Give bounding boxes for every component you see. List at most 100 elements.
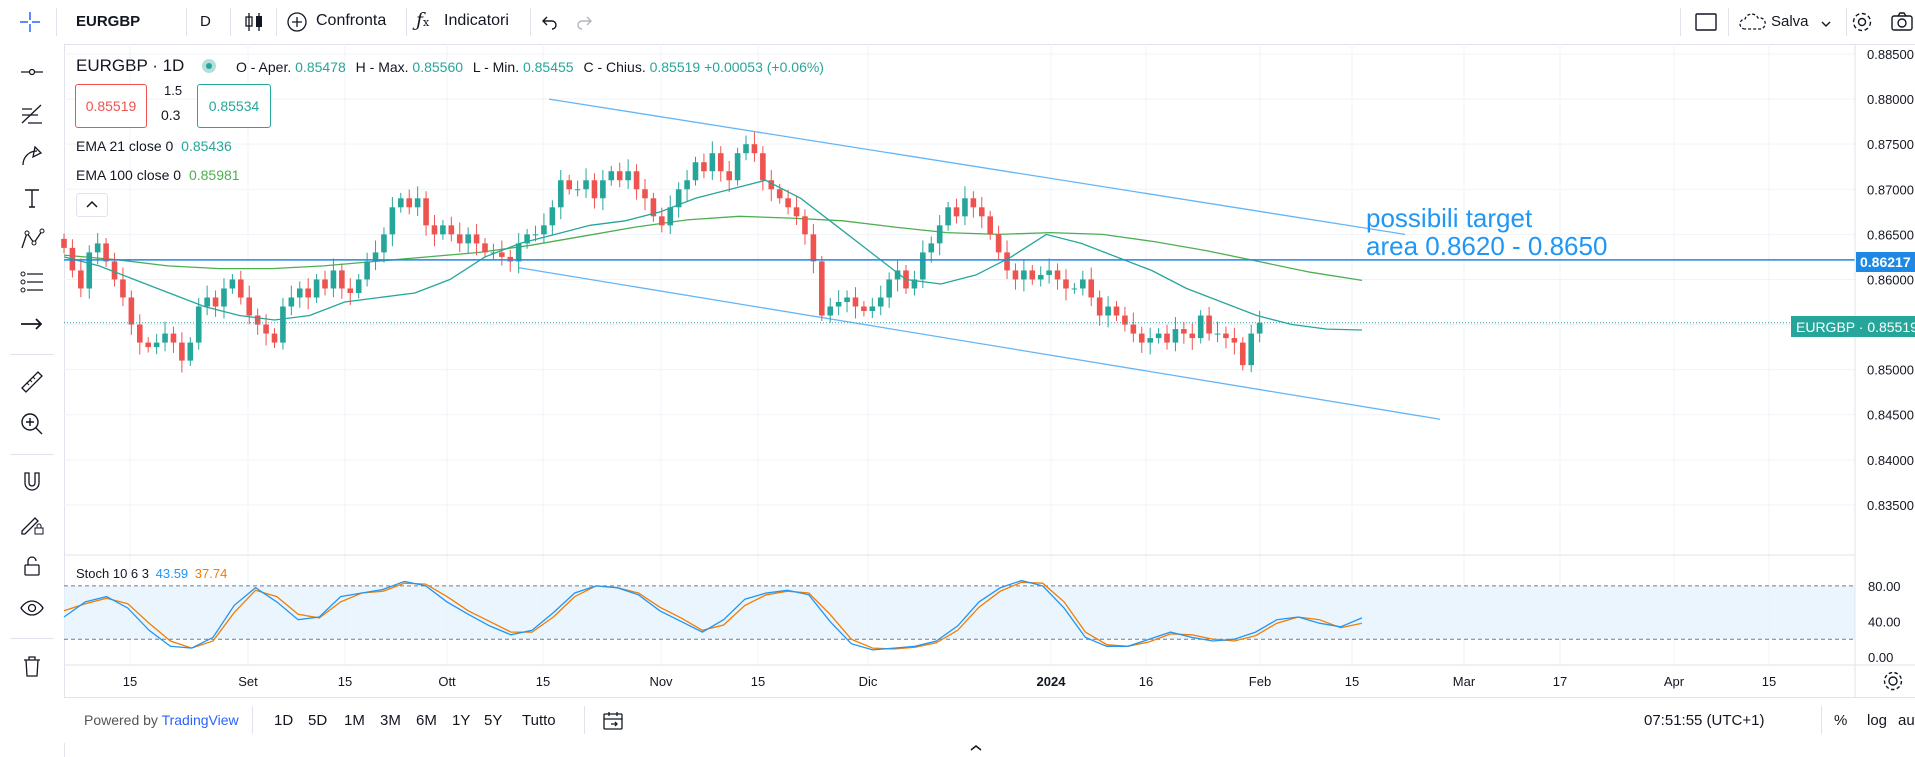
candle-body [280,306,286,343]
ema21-legend[interactable]: EMA 21 close 0 0.85436 [76,138,232,154]
chevron-down-icon[interactable] [1820,16,1832,27]
interval-button[interactable]: D [200,13,211,30]
indicators-fx-icon[interactable]: ƒx [416,9,430,31]
stoch-tick-label: 40.00 [1868,614,1901,629]
candle-body [94,243,101,253]
time-tick-label: Nov [649,674,673,689]
range-button-5d[interactable]: 5D [308,712,328,729]
undo-icon[interactable] [540,12,560,32]
powered-by-text[interactable]: Powered by TradingView [84,712,239,728]
candle-body [339,270,345,289]
candles-chart-type-icon[interactable] [243,11,265,33]
ruler-icon[interactable] [14,364,50,400]
price-tick-label: 0.84000 [1867,453,1914,468]
candle-body [61,238,67,248]
symbol-search-button[interactable]: EURGBP [76,13,141,30]
gear-icon[interactable] [1850,10,1874,34]
candle-body [785,198,791,208]
cloud-save-icon[interactable] [1738,12,1768,32]
candle-body [1189,333,1196,339]
axis-settings-gear-icon[interactable] [1883,671,1903,691]
crosshair-icon[interactable] [20,12,40,32]
lock-icon[interactable] [14,548,50,584]
candle-body [1240,342,1246,366]
candle-body [499,252,505,257]
zoom-in-icon[interactable] [14,406,50,442]
range-button-1y[interactable]: 1Y [452,712,471,729]
compare-button[interactable]: Confronta [316,12,387,29]
candle-body [1214,333,1221,335]
candle-body [221,288,227,307]
lock-drawing-icon[interactable] [14,506,50,542]
candle-body [726,171,732,181]
candle-body [987,216,993,235]
indicators-button[interactable]: Indicatori [444,12,509,29]
redo-icon[interactable] [574,12,594,32]
candle-body [448,225,455,235]
save-button[interactable]: Salva [1771,13,1809,30]
percent-scale-toggle[interactable]: % [1834,712,1848,729]
ema100-legend[interactable]: EMA 100 close 0 0.85981 [76,167,240,183]
candle-body [743,144,749,154]
compare-plus-icon[interactable] [286,11,308,33]
text-tool-icon[interactable] [14,180,50,216]
candle-body [423,198,429,226]
pattern-tool-icon[interactable] [14,222,50,258]
collapse-legend-button[interactable] [76,193,108,217]
log-scale-toggle[interactable]: log [1867,712,1888,729]
candle-body [1231,338,1238,343]
open-value: 0.85478 [295,59,346,75]
candle-body [212,297,219,307]
time-tick-label: 16 [1139,674,1153,689]
price-tick-label: 0.84500 [1867,408,1914,423]
candle-body [1004,252,1010,271]
range-button-6m[interactable]: 6M [416,712,437,729]
fullscreen-square-icon[interactable] [1695,12,1717,32]
sell-price-box[interactable]: 0.85519 [75,84,147,128]
candle-body [970,198,977,208]
fib-retracement-icon[interactable] [14,96,50,132]
forecast-tool-icon[interactable] [14,264,50,300]
time-tick-label: 15 [123,674,137,689]
go-to-date-icon[interactable] [602,710,624,732]
candle-body [440,225,446,235]
magnet-icon[interactable] [14,464,50,500]
price-tick-label: 0.87500 [1867,137,1914,152]
tradingview-brand: TradingView [161,712,239,728]
candle-body [861,306,867,312]
time-tick-label: Mar [1453,674,1476,689]
trash-icon[interactable] [14,648,50,684]
range-button-1d[interactable]: 1D [274,712,294,729]
auto-scale-toggle[interactable]: aut [1898,712,1915,729]
candle-body [103,243,109,262]
time-tick-label: 15 [536,674,550,689]
range-button-3m[interactable]: 3M [380,712,401,729]
last-price-badge [1791,316,1915,337]
candle-body [153,342,160,348]
candle-body [296,288,303,298]
trend-line-icon[interactable] [14,54,50,90]
range-button-1m[interactable]: 1M [344,712,365,729]
range-button-5y[interactable]: 5Y [484,712,503,729]
candle-body [945,207,951,226]
candle-body [305,288,311,298]
chart-title[interactable]: EURGBP · 1D [76,56,185,75]
candle-body [465,234,471,244]
candle-body [1122,315,1128,325]
clock-timezone[interactable]: 07:51:55 (UTC+1) [1644,712,1765,729]
candle-body [1223,333,1229,339]
stoch-legend[interactable]: Stoch 10 6 3 43.59 37.74 [76,566,227,581]
candle-body [1063,279,1069,289]
range-button-tutto[interactable]: Tutto [522,712,556,729]
arrow-icon[interactable] [14,306,50,342]
expand-panel-handle[interactable] [966,740,986,751]
camera-icon[interactable] [1890,10,1914,34]
candle-body [524,234,530,244]
candle-body [263,324,269,334]
buy-price-box[interactable]: 0.85534 [197,84,271,128]
candle-body [953,207,960,217]
eye-icon[interactable] [14,590,50,626]
brush-icon[interactable] [14,138,50,174]
